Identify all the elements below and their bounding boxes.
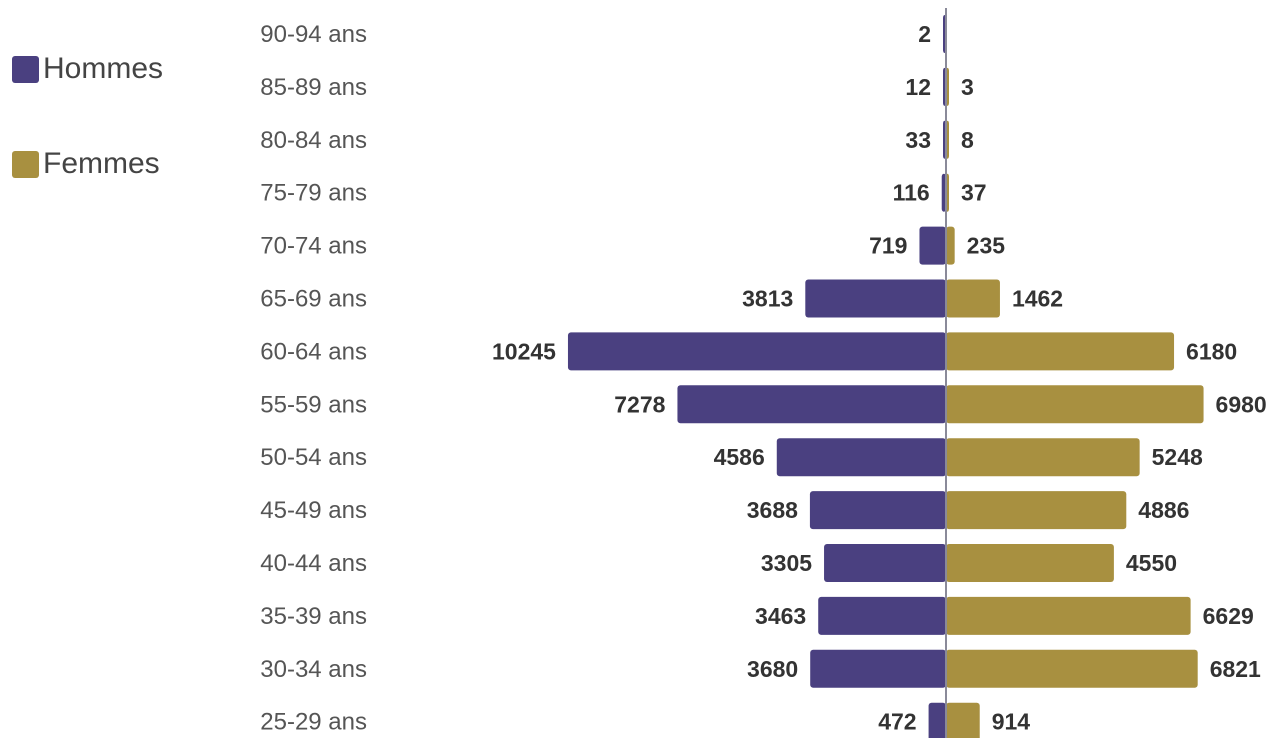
value-label-femmes: 6180 [1186,338,1237,364]
value-label-femmes: 914 [992,709,1031,735]
value-label-femmes: 37 [961,180,987,206]
bar-femmes [946,226,955,265]
bar-femmes [946,702,980,738]
category-label: 85-89 ans [260,74,367,101]
value-label-femmes: 6980 [1216,391,1267,417]
bar-femmes [946,544,1114,582]
value-label-hommes: 472 [878,709,916,735]
bar-hommes [941,173,946,212]
legend-swatch-hommes [12,55,39,83]
bar-hommes [805,279,946,318]
value-label-femmes: 8 [961,127,974,153]
bar-femmes [946,279,1000,318]
value-label-hommes: 3463 [755,603,806,629]
value-label-hommes: 4586 [714,444,765,470]
value-label-hommes: 116 [893,180,930,206]
legend-item-hommes: Hommes [12,52,163,86]
bar-hommes [818,596,946,635]
category-label: 65-69 ans [260,286,367,313]
value-label-femmes: 235 [967,233,1006,259]
category-label: 60-64 ans [260,338,367,365]
category-label: 90-94 ans [260,21,367,48]
category-label: 50-54 ans [260,444,367,471]
bar-femmes [946,438,1140,477]
bar-hommes [824,544,946,582]
value-label-hommes: 7278 [614,391,665,417]
legend-item-femmes: Femmes [12,147,160,181]
category-label: 75-79 ans [260,180,367,207]
legend-label-hommes: Hommes [43,52,164,85]
value-label-hommes: 3680 [747,656,798,682]
value-label-hommes: 3688 [747,497,798,523]
value-label-femmes: 4886 [1138,497,1189,523]
category-label: 45-49 ans [260,497,367,524]
value-label-femmes: 6821 [1210,656,1261,682]
category-label: 55-59 ans [260,391,367,418]
bar-hommes [919,226,946,265]
bar-femmes [946,332,1175,371]
value-label-hommes: 3305 [761,550,812,576]
bar-hommes [677,385,946,424]
bar-femmes [946,491,1127,530]
legend-label-femmes: Femmes [43,147,160,180]
bar-hommes [809,491,946,530]
value-label-hommes: 3813 [742,286,793,312]
value-label-femmes: 4550 [1126,550,1177,576]
value-label-hommes: 10245 [492,338,556,364]
bar-hommes [928,702,946,738]
category-label: 70-74 ans [260,233,367,260]
bar-hommes [776,438,946,477]
category-label: 30-34 ans [260,656,367,683]
bar-femmes [946,649,1198,688]
category-label: 35-39 ans [260,603,367,630]
value-label-femmes: 1462 [1012,286,1063,312]
bar-femmes [946,385,1204,424]
legend-swatch-femmes [12,150,39,178]
value-label-hommes: 2 [918,21,931,47]
category-label: 40-44 ans [260,550,367,577]
value-label-femmes: 6629 [1203,603,1254,629]
value-label-hommes: 33 [905,127,931,153]
category-label: 80-84 ans [260,127,367,154]
bar-femmes [946,596,1191,635]
bar-hommes [810,649,946,688]
category-label: 25-29 ans [260,709,367,736]
value-label-hommes: 719 [869,233,907,259]
value-label-femmes: 3 [961,74,974,100]
value-label-hommes: 12 [905,74,931,100]
value-label-femmes: 5248 [1152,444,1203,470]
bar-hommes [567,332,946,371]
